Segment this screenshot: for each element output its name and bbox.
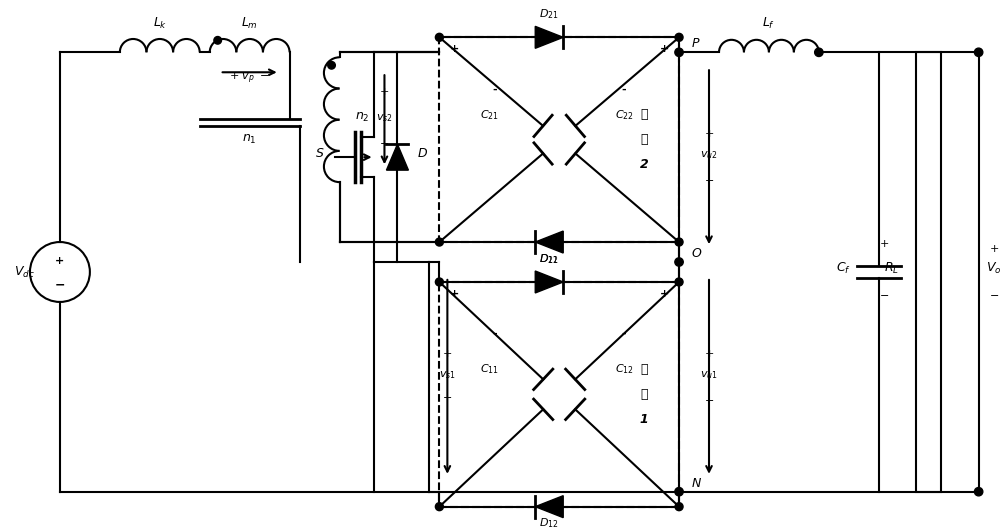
Text: $V_o$: $V_o$ [986, 261, 1000, 276]
Circle shape [675, 503, 683, 511]
Text: $+$: $+$ [704, 128, 714, 139]
Text: $C_f$: $C_f$ [836, 261, 851, 276]
Circle shape [675, 238, 683, 246]
Text: 1: 1 [640, 413, 648, 426]
Text: $n_1$: $n_1$ [242, 133, 257, 146]
Text: -: - [492, 84, 497, 94]
Text: $D_{22}$: $D_{22}$ [539, 252, 559, 266]
Polygon shape [535, 27, 563, 48]
Circle shape [675, 48, 683, 56]
Text: $v_{u1}$: $v_{u1}$ [700, 369, 718, 380]
Text: $+$: $+$ [379, 86, 390, 97]
Text: 单: 单 [640, 108, 648, 121]
Circle shape [815, 48, 823, 56]
Circle shape [675, 278, 683, 286]
Text: +: + [659, 44, 669, 54]
Text: +: + [659, 289, 669, 299]
Text: $v_{u2}$: $v_{u2}$ [700, 149, 718, 161]
Text: $S$: $S$ [315, 147, 324, 160]
Text: $D_{12}$: $D_{12}$ [539, 517, 559, 530]
Text: -: - [492, 329, 497, 339]
Circle shape [974, 48, 983, 56]
Polygon shape [386, 144, 408, 170]
Text: $C_{12}$: $C_{12}$ [615, 362, 634, 376]
Polygon shape [535, 496, 563, 518]
Text: $D$: $D$ [417, 147, 428, 160]
Text: 单: 单 [640, 363, 648, 376]
Text: $V_{dc}$: $V_{dc}$ [14, 264, 35, 279]
Text: 2: 2 [640, 158, 648, 171]
Text: -: - [622, 329, 626, 339]
Text: $+$: $+$ [989, 243, 999, 254]
Text: +: + [450, 44, 459, 54]
Circle shape [974, 487, 983, 496]
Text: $C_{21}$: $C_{21}$ [480, 108, 499, 122]
Circle shape [435, 34, 443, 41]
Text: $-$: $-$ [704, 174, 714, 184]
Text: $D_{21}$: $D_{21}$ [539, 7, 559, 21]
Text: $-$: $-$ [442, 391, 452, 401]
Text: $-$: $-$ [989, 289, 999, 299]
Text: $v_{s2}$: $v_{s2}$ [376, 112, 393, 123]
Circle shape [435, 278, 443, 286]
Text: $R_L$: $R_L$ [884, 261, 899, 276]
Text: $v_{s1}$: $v_{s1}$ [439, 369, 456, 380]
Circle shape [435, 503, 443, 511]
Bar [916, 52, 941, 492]
Text: $P$: $P$ [691, 37, 701, 51]
Polygon shape [535, 271, 563, 293]
Circle shape [675, 258, 683, 266]
Text: $C_{11}$: $C_{11}$ [480, 362, 499, 376]
Text: 元: 元 [640, 133, 648, 146]
Text: $+$: $+$ [442, 348, 452, 359]
Polygon shape [535, 231, 563, 253]
Text: $L_k$: $L_k$ [153, 16, 167, 31]
Text: $-$: $-$ [379, 137, 390, 147]
Bar [439, 282, 679, 506]
Text: $-$: $-$ [704, 394, 714, 404]
Text: $C_{22}$: $C_{22}$ [615, 108, 634, 122]
Text: $L_f$: $L_f$ [762, 16, 775, 31]
Bar [439, 37, 679, 242]
Circle shape [675, 34, 683, 41]
Text: $N$: $N$ [691, 477, 702, 489]
Text: $n_2$: $n_2$ [355, 111, 369, 124]
Text: −: − [55, 278, 65, 292]
Text: $L_m$: $L_m$ [241, 16, 258, 31]
Text: $+$: $+$ [704, 348, 714, 359]
Circle shape [328, 62, 335, 69]
Text: +: + [55, 256, 65, 266]
Circle shape [675, 487, 683, 496]
Text: +: + [450, 289, 459, 299]
Text: $-$: $-$ [879, 289, 889, 299]
Circle shape [214, 37, 221, 44]
Text: $D_{11}$: $D_{11}$ [539, 252, 559, 266]
Text: $O$: $O$ [691, 247, 702, 260]
Circle shape [435, 238, 443, 246]
Text: $+$: $+$ [879, 238, 889, 249]
Text: -: - [622, 84, 626, 94]
Text: $+\ v_p\ -$: $+\ v_p\ -$ [229, 71, 270, 86]
Text: 元: 元 [640, 388, 648, 401]
